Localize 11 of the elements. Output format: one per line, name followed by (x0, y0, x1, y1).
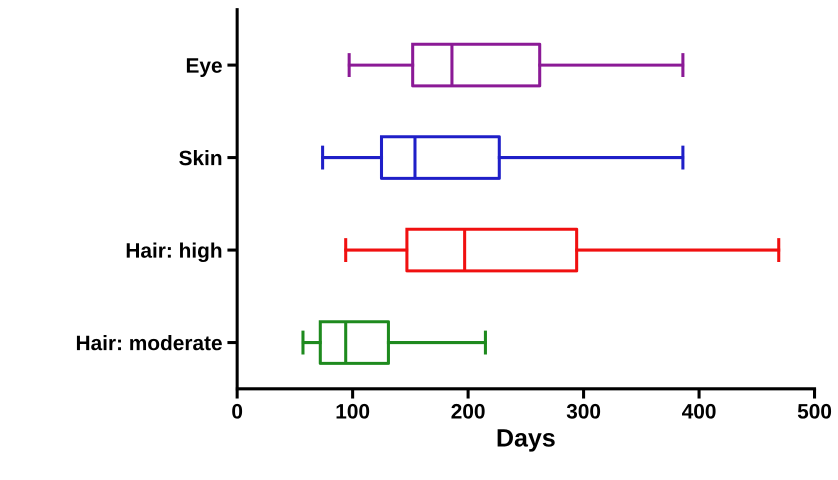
y-tick-label: Hair: high (126, 242, 222, 262)
x-tick-label: 300 (566, 404, 600, 419)
x-tick-label: 200 (451, 404, 485, 419)
x-tick-label: 500 (798, 404, 832, 419)
x-tick-label: 0 (232, 404, 242, 419)
x-axis-title: Days (498, 429, 555, 452)
y-tick-label: Skin (179, 150, 222, 166)
x-tick-label: 100 (336, 404, 370, 419)
y-tick-label: Hair: moderate (76, 335, 222, 350)
x-tick-label: 400 (682, 404, 716, 419)
y-tick-label: Eye (186, 58, 222, 77)
